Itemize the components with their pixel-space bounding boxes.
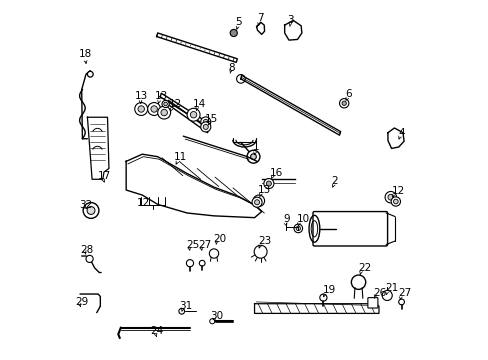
Circle shape <box>201 122 210 132</box>
Polygon shape <box>160 93 207 126</box>
Circle shape <box>319 294 326 301</box>
Circle shape <box>203 125 208 130</box>
Text: 31: 31 <box>179 301 192 311</box>
Text: 25: 25 <box>186 239 199 249</box>
Circle shape <box>230 30 237 37</box>
Circle shape <box>135 103 147 116</box>
Circle shape <box>186 260 193 267</box>
Circle shape <box>209 319 214 324</box>
Circle shape <box>163 102 167 106</box>
Circle shape <box>201 117 210 127</box>
Circle shape <box>393 199 397 204</box>
Circle shape <box>266 181 271 186</box>
Text: 6: 6 <box>344 89 351 99</box>
Circle shape <box>390 197 400 206</box>
Polygon shape <box>156 33 237 62</box>
Circle shape <box>190 112 196 118</box>
Polygon shape <box>256 22 264 35</box>
Text: 22: 22 <box>358 263 371 273</box>
Polygon shape <box>387 128 403 148</box>
Text: 30: 30 <box>210 311 223 320</box>
Text: 28: 28 <box>80 245 93 255</box>
Circle shape <box>83 203 99 219</box>
Polygon shape <box>241 75 340 135</box>
Circle shape <box>255 198 261 204</box>
Circle shape <box>87 71 93 77</box>
FancyBboxPatch shape <box>367 298 377 308</box>
Circle shape <box>138 106 144 112</box>
Circle shape <box>341 101 346 105</box>
Circle shape <box>293 224 302 233</box>
Text: 17: 17 <box>98 171 111 181</box>
Circle shape <box>147 103 160 116</box>
Text: 4: 4 <box>397 128 404 138</box>
Text: 12: 12 <box>169 99 182 109</box>
Text: 13: 13 <box>135 91 148 101</box>
Polygon shape <box>254 304 378 314</box>
Text: 27: 27 <box>198 239 211 249</box>
Text: 12: 12 <box>391 186 404 196</box>
Text: 16: 16 <box>269 168 282 178</box>
Circle shape <box>264 179 273 189</box>
Polygon shape <box>87 117 109 179</box>
Circle shape <box>161 109 167 116</box>
Text: 20: 20 <box>212 234 225 244</box>
Text: 12: 12 <box>137 198 150 208</box>
Text: 3: 3 <box>287 15 294 26</box>
Text: 32: 32 <box>79 200 92 210</box>
Polygon shape <box>167 100 208 133</box>
Circle shape <box>203 120 208 125</box>
Text: 15: 15 <box>204 114 218 124</box>
Text: 10: 10 <box>296 215 309 224</box>
Text: 9: 9 <box>283 215 289 224</box>
Circle shape <box>158 106 170 119</box>
Circle shape <box>87 207 95 215</box>
Text: 23: 23 <box>258 236 271 246</box>
Text: 24: 24 <box>150 325 163 336</box>
Circle shape <box>86 255 93 262</box>
Circle shape <box>384 192 396 203</box>
Circle shape <box>296 226 300 230</box>
Text: 8: 8 <box>228 63 235 73</box>
Circle shape <box>254 200 259 205</box>
Text: 14: 14 <box>192 99 205 109</box>
Circle shape <box>250 154 256 159</box>
Text: 1: 1 <box>252 142 259 152</box>
Circle shape <box>151 106 157 112</box>
Text: 18: 18 <box>79 49 92 59</box>
Text: 7: 7 <box>257 13 263 23</box>
Text: 5: 5 <box>235 17 241 27</box>
Text: 26: 26 <box>372 288 386 298</box>
Circle shape <box>387 194 393 200</box>
Circle shape <box>246 150 260 163</box>
Circle shape <box>199 260 204 266</box>
Text: 2: 2 <box>330 176 337 186</box>
Circle shape <box>339 99 348 108</box>
Polygon shape <box>284 21 301 40</box>
FancyBboxPatch shape <box>312 212 387 246</box>
Text: 21: 21 <box>384 283 398 293</box>
Circle shape <box>253 195 264 207</box>
Text: 29: 29 <box>75 297 88 307</box>
Text: 13: 13 <box>258 185 271 195</box>
Circle shape <box>251 197 262 207</box>
Text: 27: 27 <box>398 288 411 298</box>
Circle shape <box>398 299 404 305</box>
Circle shape <box>187 108 200 121</box>
Text: 19: 19 <box>322 285 335 296</box>
Text: 13: 13 <box>155 91 168 101</box>
Text: 11: 11 <box>173 152 186 162</box>
Circle shape <box>162 100 169 108</box>
Circle shape <box>179 309 184 314</box>
